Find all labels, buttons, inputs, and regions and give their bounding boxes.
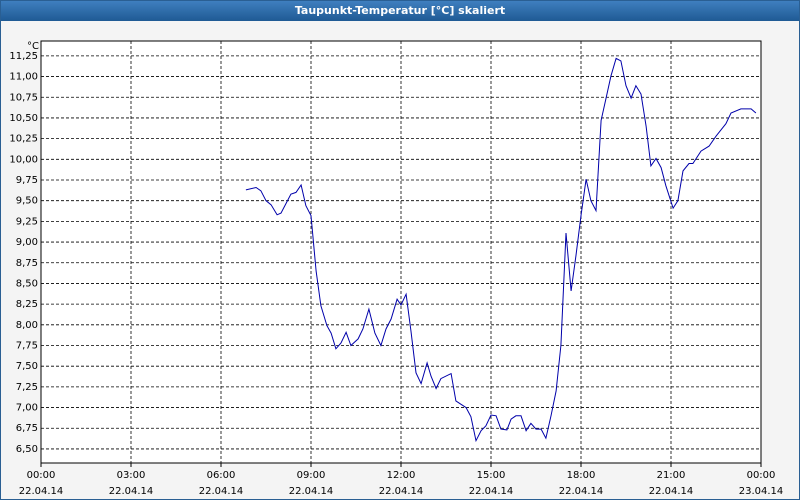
y-tick-label: 10,25 — [9, 134, 38, 145]
y-tick-label: 10,75 — [9, 92, 38, 103]
y-tick-label: 11,25 — [9, 51, 38, 62]
y-tick-label: 8,00 — [16, 320, 38, 331]
x-tick-date: 22.04.14 — [109, 486, 154, 497]
x-tick-label: 09:00 — [297, 470, 326, 481]
x-tick-date: 22.04.14 — [19, 486, 64, 497]
y-tick-label: 7,75 — [16, 341, 38, 352]
y-tick-label: 10,50 — [9, 113, 38, 124]
x-tick-label: 00:00 — [747, 470, 776, 481]
y-axis-unit: °C — [27, 41, 39, 52]
x-tick-date: 22.04.14 — [649, 486, 694, 497]
x-tick-date: 22.04.14 — [559, 486, 604, 497]
x-tick-label: 06:00 — [207, 470, 236, 481]
y-tick-label: 7,25 — [16, 382, 38, 393]
y-tick-label: 6,75 — [16, 423, 38, 434]
y-tick-label: 9,00 — [16, 237, 38, 248]
x-tick-label: 03:00 — [117, 470, 146, 481]
y-tick-label: 10,00 — [9, 154, 38, 165]
x-tick-label: 15:00 — [477, 470, 506, 481]
y-tick-label: 8,50 — [16, 278, 38, 289]
y-tick-label: 9,50 — [16, 196, 38, 207]
y-tick-label: 7,50 — [16, 361, 38, 372]
data-line — [245, 57, 757, 443]
y-tick-label: 8,25 — [16, 299, 38, 310]
x-tick-label: 18:00 — [567, 470, 596, 481]
x-tick-date: 22.04.14 — [379, 486, 424, 497]
y-tick-label: 7,00 — [16, 403, 38, 414]
x-tick-date: 23.04.14 — [739, 486, 784, 497]
chart-title: Taupunkt-Temperatur [°C] skaliert — [1, 1, 799, 21]
x-tick-date: 22.04.14 — [289, 486, 334, 497]
y-tick-label: 6,50 — [16, 444, 38, 455]
chart: °C 6,50 6,75 7,00 7,25 7,50 7,75 8,00 8,25 8,50 8… — [9, 40, 784, 497]
x-tick-date: 22.04.14 — [199, 486, 244, 497]
x-tick-label: 21:00 — [657, 470, 686, 481]
x-tick-date: 22.04.14 — [469, 486, 514, 497]
x-tick-label: 00:00 — [27, 470, 56, 481]
y-tick-label: 11,00 — [9, 72, 38, 83]
y-tick-label: 9,25 — [16, 216, 38, 227]
y-tick-label: 9,75 — [16, 175, 38, 186]
y-tick-label: 8,75 — [16, 258, 38, 269]
x-tick-label: 12:00 — [387, 470, 416, 481]
